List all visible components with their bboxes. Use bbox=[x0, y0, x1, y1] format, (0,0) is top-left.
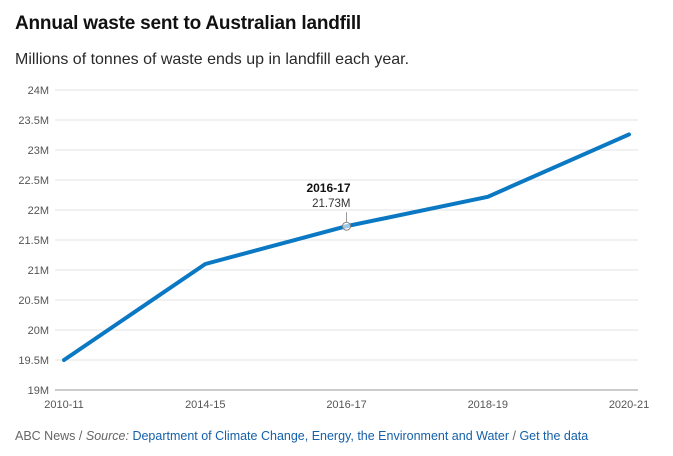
data-annotation: 2016-17 21.73M bbox=[306, 181, 351, 231]
y-axis-ticks: 19M 19.5M 20M 20.5M 21M 21.5M 22M 22.5M 23M 23.5M… bbox=[18, 85, 49, 397]
y-tick-label: 24M bbox=[28, 85, 49, 97]
x-axis-ticks: 2010-11 2014-15 2016-17 2018-19 2020-21 bbox=[44, 399, 649, 411]
y-tick-label: 20.5M bbox=[18, 295, 49, 307]
y-tick-label: 22M bbox=[28, 205, 49, 217]
y-tick-label: 22.5M bbox=[18, 175, 49, 187]
x-tick-label: 2010-11 bbox=[44, 399, 84, 411]
x-tick-label: 2014-15 bbox=[185, 399, 225, 411]
x-tick-label: 2018-19 bbox=[468, 399, 508, 411]
gridlines bbox=[55, 89, 638, 391]
footer-separator: / bbox=[509, 429, 520, 443]
chart-footer: ABC News / Source: Department of Climate… bbox=[15, 429, 588, 443]
annotation-marker bbox=[342, 221, 351, 231]
line-chart: 19M 19.5M 20M 20.5M 21M 21.5M 22M 22.5M 23M 23.5M… bbox=[18, 85, 649, 411]
chart-subtitle: Millions of tonnes of waste ends up in l… bbox=[15, 51, 410, 68]
y-tick-label: 23M bbox=[28, 145, 49, 157]
x-tick-label: 2016-17 bbox=[326, 399, 366, 411]
get-data-link[interactable]: Get the data bbox=[519, 429, 589, 443]
source-link[interactable]: Department of Climate Change, Energy, th… bbox=[132, 429, 510, 443]
y-tick-label: 19.5M bbox=[18, 355, 49, 367]
y-tick-label: 23.5M bbox=[18, 115, 49, 127]
footer-credit: ABC News / bbox=[15, 429, 86, 443]
series-line bbox=[62, 132, 631, 362]
y-tick-label: 19M bbox=[28, 385, 49, 397]
y-tick-label: 20M bbox=[28, 325, 49, 337]
annotation-value: 21.73M bbox=[312, 198, 350, 210]
footer-source-label: Source: bbox=[85, 429, 129, 443]
y-tick-label: 21M bbox=[28, 265, 49, 277]
y-tick-label: 21.5M bbox=[18, 235, 49, 247]
annotation-label: 2016-17 bbox=[306, 181, 350, 195]
chart-title: Annual waste sent to Australian landfill bbox=[15, 13, 362, 34]
x-tick-label: 2020-21 bbox=[609, 399, 649, 411]
